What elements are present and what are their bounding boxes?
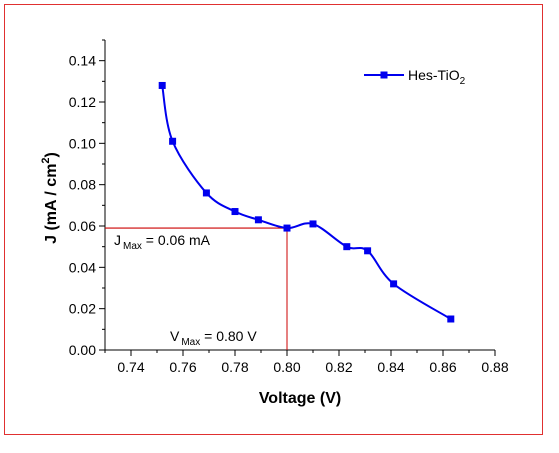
data-point: [364, 247, 372, 255]
y-tick-label: 0.00: [69, 342, 96, 358]
data-point: [309, 220, 317, 228]
data-point: [254, 216, 262, 224]
y-tick-label: 0.12: [69, 94, 96, 110]
data-point: [390, 280, 398, 288]
y-axis-title-end: ): [43, 152, 60, 157]
data-point: [283, 224, 291, 232]
legend-marker: [380, 71, 388, 79]
x-axis-title: Voltage (V): [259, 390, 341, 407]
x-tick-label: 0.78: [221, 359, 248, 375]
y-tick-label: 0.08: [69, 177, 96, 193]
legend-label-sub: 2: [460, 76, 466, 87]
j-max-annotation: J Max = 0.06 mA: [114, 232, 211, 252]
data-point: [343, 243, 351, 251]
series-line-hes-tio2: [161, 85, 452, 320]
v-max-annotation: V Max = 0.80 V: [170, 328, 257, 348]
legend: Hes-TiO2: [364, 67, 466, 87]
data-point: [169, 137, 177, 145]
y-axis-title-sup: 2: [40, 157, 52, 163]
x-tick-label: 0.84: [377, 359, 404, 375]
x-ticks: 0.74 0.76 0.78 0.80 0.82 0.84 0.86 0.88: [104, 350, 509, 375]
x-tick-label: 0.80: [273, 359, 300, 375]
x-tick-label: 0.76: [169, 359, 196, 375]
y-tick-label: 0.02: [69, 301, 96, 317]
y-tick-label: 0.14: [69, 53, 96, 69]
data-point: [202, 189, 210, 197]
x-tick-label: 0.82: [325, 359, 352, 375]
y-axis-title-main: J (mA / cm: [43, 164, 60, 244]
data-point: [447, 315, 455, 323]
v-max-prefix: V: [170, 328, 180, 344]
j-max-text: = 0.06 mA: [142, 232, 211, 248]
y-tick-label: 0.04: [69, 259, 96, 275]
legend-label: Hes-TiO2: [408, 67, 466, 87]
y-ticks: 0.00 0.02 0.04 0.06 0.08 0.10 0.12 0.14: [69, 39, 105, 358]
y-tick-label: 0.10: [69, 135, 96, 151]
x-tick-label: 0.86: [429, 359, 456, 375]
figure-frame: [4, 4, 543, 435]
data-point: [158, 81, 166, 89]
x-tick-label: 0.74: [117, 359, 144, 375]
y-axis-title: J (mA / cm2): [40, 152, 60, 244]
j-max-prefix: J: [114, 232, 121, 248]
v-max-text: = 0.80 V: [200, 328, 257, 344]
v-max-sub: Max: [181, 337, 200, 348]
x-tick-label: 0.88: [481, 359, 508, 375]
y-tick-label: 0.06: [69, 218, 96, 234]
series-markers: [158, 81, 455, 323]
j-max-sub: Max: [123, 241, 142, 252]
legend-label-main: Hes-TiO: [408, 67, 460, 83]
data-point: [231, 208, 239, 216]
